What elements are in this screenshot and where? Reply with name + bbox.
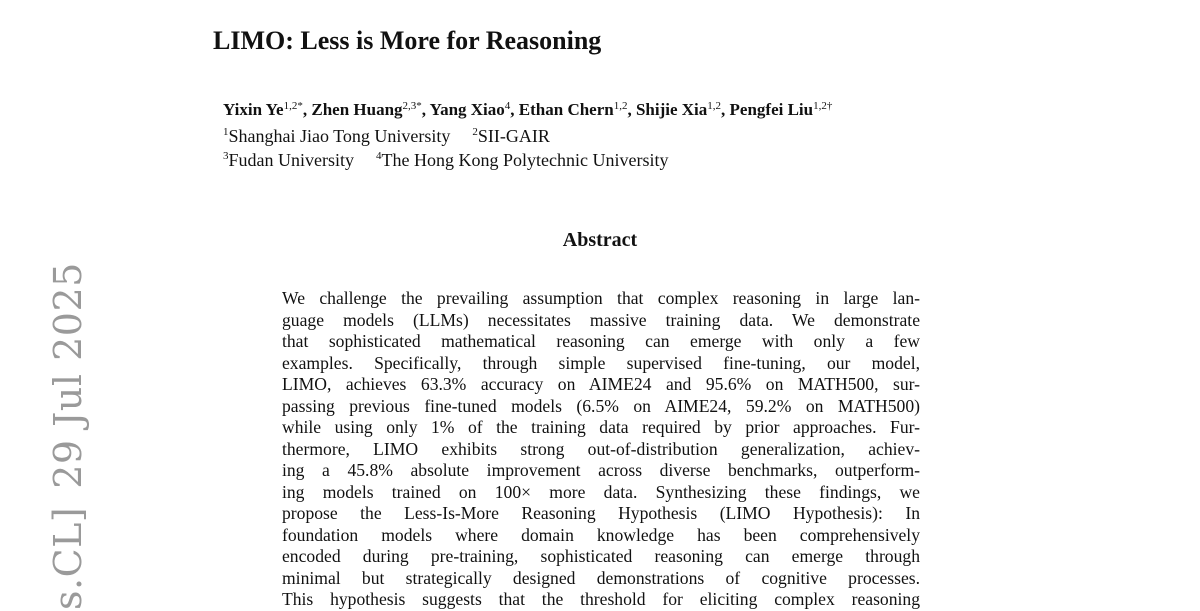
affiliation-line: 3Fudan University 4The Hong Kong Polytech… — [223, 150, 668, 171]
affiliation-number: 1 — [223, 126, 229, 138]
author-name: Pengfei Liu — [729, 100, 814, 119]
author-list: Yixin Ye1,2*, Zhen Huang2,3*, Yang Xiao4… — [223, 100, 832, 120]
author-affiliation-mark: 1,2* — [283, 100, 303, 112]
abstract-line: guage models (LLMs) necessitates massive… — [282, 309, 920, 330]
affiliation-number: 4 — [376, 150, 382, 162]
abstract-line: ing models trained on 100× more data. Sy… — [282, 481, 920, 502]
author: Yang Xiao4, — [430, 100, 515, 119]
affiliation-number: 3 — [223, 150, 229, 162]
author: Ethan Chern1,2, — [519, 100, 632, 119]
author-affiliation-mark: 1,2 — [613, 100, 628, 112]
abstract-line: passing previous fine-tuned models (6.5%… — [282, 395, 920, 416]
affiliation: 3Fudan University — [223, 150, 354, 170]
affiliation-name: The Hong Kong Polytechnic University — [381, 150, 669, 170]
author-separator: , — [721, 100, 726, 119]
author-affiliation-mark: 1,2 — [707, 100, 722, 112]
affiliation: 2SII-GAIR — [472, 126, 550, 146]
author-separator: , — [421, 100, 427, 119]
abstract-line: minimal but strategically designed demon… — [282, 567, 920, 588]
paper-title: LIMO: Less is More for Reasoning — [213, 26, 602, 55]
abstract-line: that sophisticated mathematical reasonin… — [282, 331, 920, 351]
affiliation-line: 1Shanghai Jiao Tong University 2SII-GAIR — [223, 126, 550, 147]
affiliation-number: 2 — [472, 126, 478, 138]
abstract-line: thermore, LIMO exhibits strong out-of-di… — [282, 438, 920, 459]
abstract-line: propose the Less-Is-More Reasoning Hypot… — [282, 503, 920, 523]
author-separator: , — [510, 100, 515, 119]
author-affiliation-mark: 2,3* — [402, 100, 422, 112]
affiliation: 4The Hong Kong Polytechnic University — [376, 150, 668, 170]
author-name: Zhen Huang — [311, 100, 403, 119]
affiliation-name: Fudan University — [228, 150, 355, 170]
author-name: Shijie Xia — [635, 100, 708, 119]
arxiv-side-stamp: s.CL] 29 Jul 2025 — [46, 262, 90, 610]
author-affiliation-mark: 4 — [504, 100, 511, 112]
author: Shijie Xia1,2, — [636, 100, 725, 119]
author-name: Ethan Chern — [518, 100, 614, 119]
abstract-line: while using only 1% of the training data… — [282, 417, 920, 437]
author: Pengfei Liu1,2† — [730, 100, 833, 119]
affiliation: 1Shanghai Jiao Tong University — [223, 126, 450, 146]
author-separator: , — [627, 100, 632, 119]
abstract-line: examples. Specifically, through simple s… — [282, 352, 920, 373]
abstract-line: foundation models where domain knowledge… — [282, 524, 920, 545]
abstract-line: ing a 45.8% absolute improvement across … — [282, 460, 920, 480]
author-affiliation-mark: 1,2† — [813, 100, 833, 112]
author: Yixin Ye1,2*, — [223, 100, 307, 119]
arxiv-category: s.CL] — [46, 506, 90, 610]
abstract-body: We challenge the prevailing assumption t… — [282, 288, 920, 611]
abstract-line: We challenge the prevailing assumption t… — [282, 288, 920, 308]
affiliation-name: SII-GAIR — [477, 126, 550, 146]
abstract-heading: Abstract — [562, 229, 638, 251]
author-name: Yixin Ye — [223, 100, 284, 119]
affiliation-name: Shanghai Jiao Tong University — [228, 126, 451, 146]
author-name: Yang Xiao — [429, 100, 505, 119]
arxiv-date: 29 Jul 2025 — [46, 262, 90, 489]
abstract-line: LIMO, achieves 63.3% accuracy on AIME24 … — [282, 374, 920, 394]
abstract-line: encoded during pre-training, sophisticat… — [282, 546, 920, 566]
author: Zhen Huang2,3*, — [311, 100, 426, 119]
author-separator: , — [302, 100, 308, 119]
